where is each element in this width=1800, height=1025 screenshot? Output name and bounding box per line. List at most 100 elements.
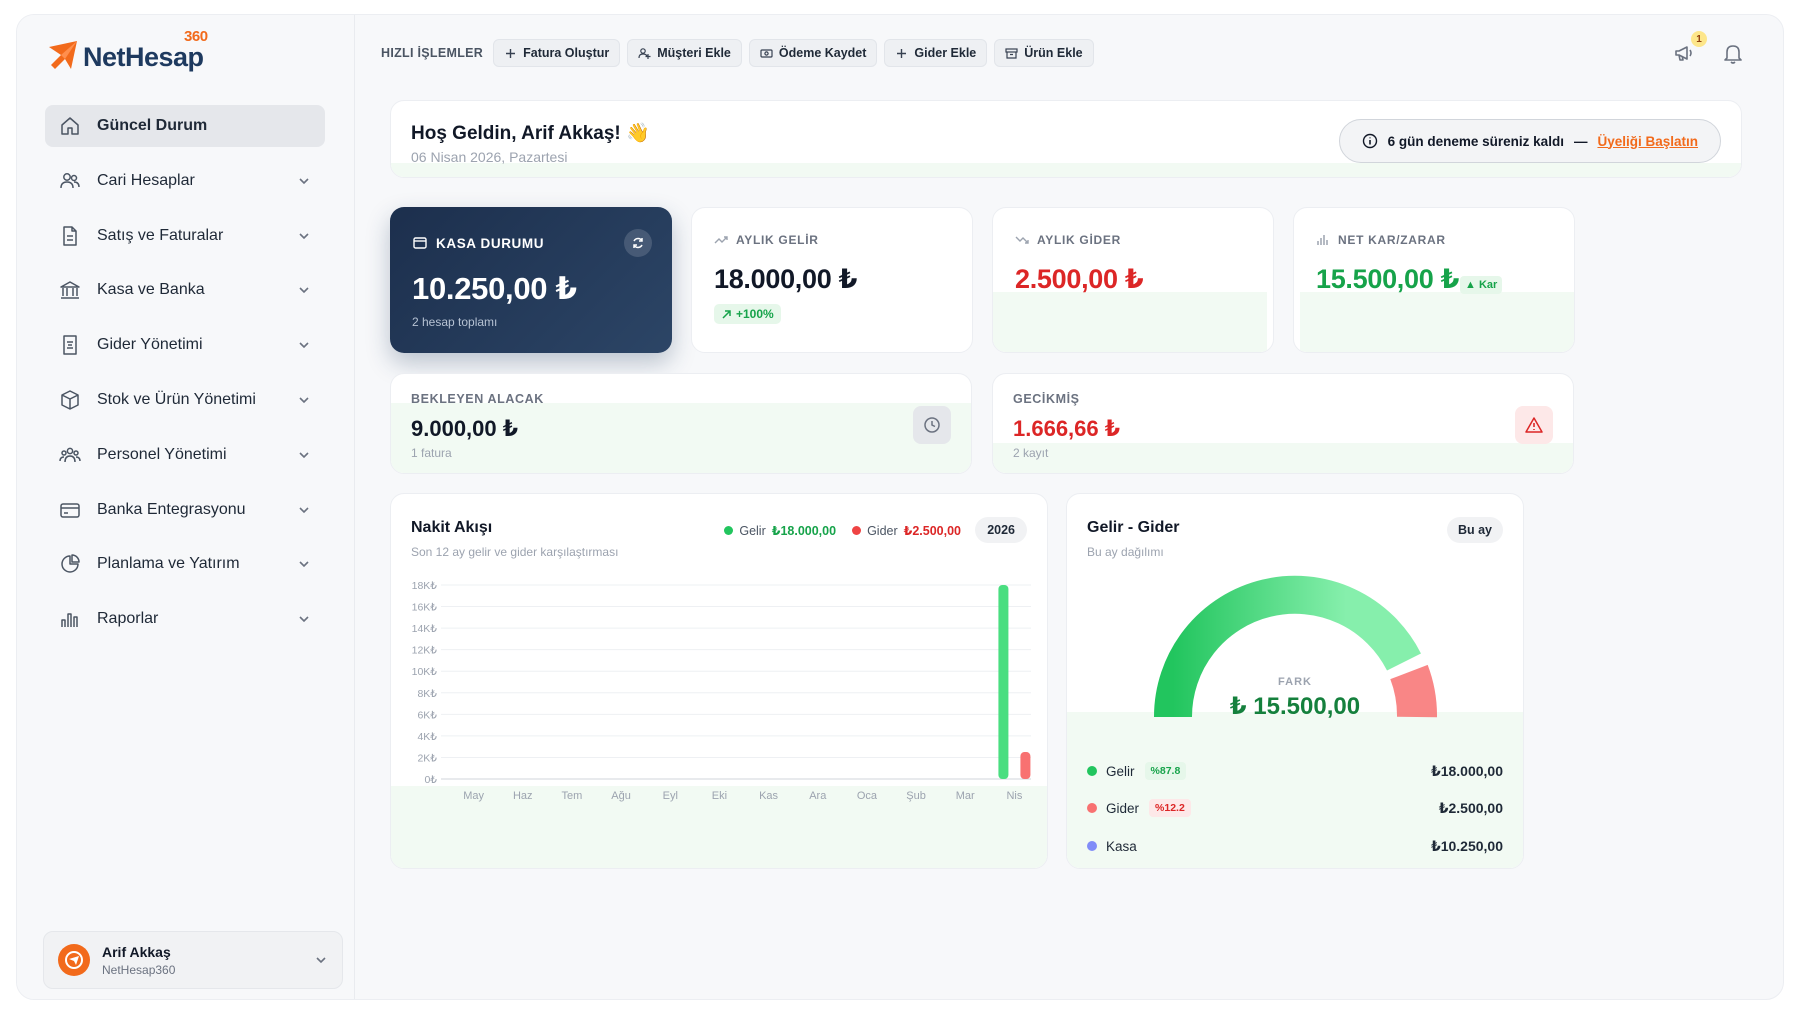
cashflow-legend: Gelir ₺18.000,00 Gider ₺2.500,00 xyxy=(724,523,961,538)
y-tick-label: 16K₺ xyxy=(412,602,438,614)
add-customer-button[interactable]: Müşteri Ekle xyxy=(627,39,742,67)
quick-action-label: Gider Ekle xyxy=(914,46,977,60)
sidebar-item-label: Banka Entegrasyonu xyxy=(97,500,246,518)
create-invoice-button[interactable]: Fatura Oluştur xyxy=(493,39,621,67)
breakdown-subtitle: Bu ay dağılımı xyxy=(1087,545,1164,559)
start-membership-link[interactable]: Üyeliği Başlatın xyxy=(1597,133,1698,149)
sidebar-item-9[interactable]: Raporlar xyxy=(45,598,325,640)
income-pct-badge: %87.8 xyxy=(1144,762,1187,780)
chevron-down-icon xyxy=(299,397,309,404)
sidebar-item-7[interactable]: Banka Entegrasyonu xyxy=(45,489,325,531)
refresh-icon[interactable] xyxy=(624,229,652,257)
income-change-badge: +100% xyxy=(714,304,781,324)
add-expense-button[interactable]: Gider Ekle xyxy=(884,39,988,67)
plus-icon xyxy=(897,48,907,58)
bar-gider-11[interactable] xyxy=(1020,752,1031,779)
quick-action-label: Fatura Oluştur xyxy=(523,46,610,60)
net-value: 15.500,00 ₺ xyxy=(1316,264,1460,294)
net-profit-card[interactable]: NET KAR/ZARAR 15.500,00 ₺ ▲ Kar xyxy=(1293,207,1575,353)
sidebar-item-label: Satış ve Faturalar xyxy=(97,226,224,244)
breakdown-label: Gider xyxy=(1106,800,1140,816)
box-icon xyxy=(59,389,81,411)
expense-label-row: AYLIK GİDER xyxy=(1015,233,1121,247)
chevron-down-icon xyxy=(299,233,309,239)
avatar-logo-icon xyxy=(65,951,83,969)
megaphone-icon[interactable]: 1 xyxy=(1673,31,1707,67)
trial-text: 6 gün deneme süreniz kaldı xyxy=(1387,133,1564,149)
quick-action-label: Müşteri Ekle xyxy=(657,46,731,60)
top-icons: 1 xyxy=(1673,31,1747,67)
expense-amount: ₺2.500,00 xyxy=(1438,799,1503,816)
sidebar-item-label: Gider Yönetimi xyxy=(97,336,203,354)
sidebar-item-8[interactable]: Planlama ve Yatırım xyxy=(45,543,325,585)
y-tick-label: 18K₺ xyxy=(412,580,438,592)
sidebar-item-4[interactable]: Gider Yönetimi xyxy=(45,324,325,366)
pie-icon xyxy=(59,553,81,575)
monthly-expense-card[interactable]: AYLIK GİDER 2.500,00 ₺ xyxy=(992,207,1274,353)
sidebar-item-6[interactable]: Personel Yönetimi xyxy=(45,434,325,476)
profit-badge-label: Kar xyxy=(1478,279,1498,291)
y-tick-label: 0₺ xyxy=(424,774,437,786)
gauge-chart xyxy=(1153,575,1437,718)
kasa-header: KASA DURUMU xyxy=(412,235,544,251)
clock-icon xyxy=(913,406,951,444)
topbar: HIZLI İŞLEMLER Fatura Oluştur Müşteri Ekl… xyxy=(355,15,1783,91)
pending-label: BEKLEYEN ALACAK xyxy=(411,392,544,406)
breakdown-row-expense: Gider %12.2 ₺2.500,00 xyxy=(1087,797,1503,819)
plus-icon xyxy=(506,48,516,58)
legend-expense-dot xyxy=(852,526,862,535)
net-label: NET KAR/ZARAR xyxy=(1338,233,1446,247)
avatar xyxy=(58,944,90,976)
notification-badge: 1 xyxy=(1691,31,1707,47)
document-icon xyxy=(59,225,81,247)
sidebar-item-label: Cari Hesaplar xyxy=(97,171,195,189)
sidebar-item-2[interactable]: Satış ve Faturalar xyxy=(45,215,325,257)
y-tick-label: 6K₺ xyxy=(417,709,437,721)
add-product-button[interactable]: Ürün Ekle xyxy=(994,39,1094,67)
sidebar-item-label: Personel Yönetimi xyxy=(97,445,227,463)
x-tick-label: Ağu xyxy=(611,790,631,802)
logo[interactable]: NetHesap 360 xyxy=(47,28,208,73)
quick-action-label: Ürün Ekle xyxy=(1024,46,1083,60)
expense-label: AYLIK GİDER xyxy=(1037,233,1121,247)
profit-badge: ▲ Kar xyxy=(1460,276,1503,294)
sidebar-item-3[interactable]: Kasa ve Banka xyxy=(45,269,325,311)
y-tick-label: 12K₺ xyxy=(412,645,438,657)
sidebar-item-1[interactable]: Cari Hesaplar xyxy=(45,160,325,202)
cash-icon xyxy=(760,48,773,58)
breakdown-label: Kasa xyxy=(1106,838,1137,854)
period-selector[interactable]: Bu ay xyxy=(1446,517,1503,543)
fark-label: FARK xyxy=(1278,676,1312,688)
y-tick-label: 2K₺ xyxy=(417,752,437,764)
logo-suffix: 360 xyxy=(184,28,208,45)
record-payment-button[interactable]: Ödeme Kaydet xyxy=(748,39,878,67)
warning-icon xyxy=(1515,406,1553,444)
pending-receivables-card[interactable]: BEKLEYEN ALACAK 9.000,00 ₺ 1 fatura xyxy=(390,373,972,474)
chevron-down-icon xyxy=(299,452,309,458)
user-menu[interactable]: Arif Akkaş NetHesap360 xyxy=(43,931,343,989)
sidebar-item-0[interactable]: Güncel Durum xyxy=(45,105,325,147)
sidebar-item-5[interactable]: Stok ve Ürün Yönetimi xyxy=(45,379,325,421)
x-tick-label: Şub xyxy=(906,790,926,802)
pending-count: 1 fatura xyxy=(411,446,452,460)
x-tick-label: Tem xyxy=(562,790,583,802)
logo-text: NetHesap 360 xyxy=(83,28,208,72)
income-label: AYLIK GELİR xyxy=(736,233,819,247)
chevron-down-icon xyxy=(316,957,326,964)
bell-icon[interactable] xyxy=(1721,41,1747,67)
welcome-wash xyxy=(391,163,1741,177)
kasa-label: KASA DURUMU xyxy=(436,235,545,251)
overdue-card[interactable]: GECİKMİŞ 1.666,66 ₺ 2 kayıt xyxy=(992,373,1574,474)
home-icon xyxy=(59,115,81,137)
chevron-down-icon xyxy=(299,507,309,513)
breakdown-row-income: Gelir %87.8 ₺18.000,00 xyxy=(1087,760,1503,782)
kasa-subtext: 2 hesap toplamı xyxy=(412,315,498,329)
income-change: +100% xyxy=(736,307,774,321)
bar-gelir-11[interactable] xyxy=(998,585,1009,779)
y-tick-label: 14K₺ xyxy=(412,623,438,635)
breakdown-title: Gelir - Gider xyxy=(1087,519,1180,536)
kasa-card[interactable]: KASA DURUMU 10.250,00 ₺ 2 hesap toplamı xyxy=(390,207,672,353)
wallet-icon xyxy=(413,237,427,249)
monthly-income-card[interactable]: AYLIK GELİR 18.000,00 ₺ +100% xyxy=(691,207,973,353)
year-selector[interactable]: 2026 xyxy=(975,517,1027,543)
